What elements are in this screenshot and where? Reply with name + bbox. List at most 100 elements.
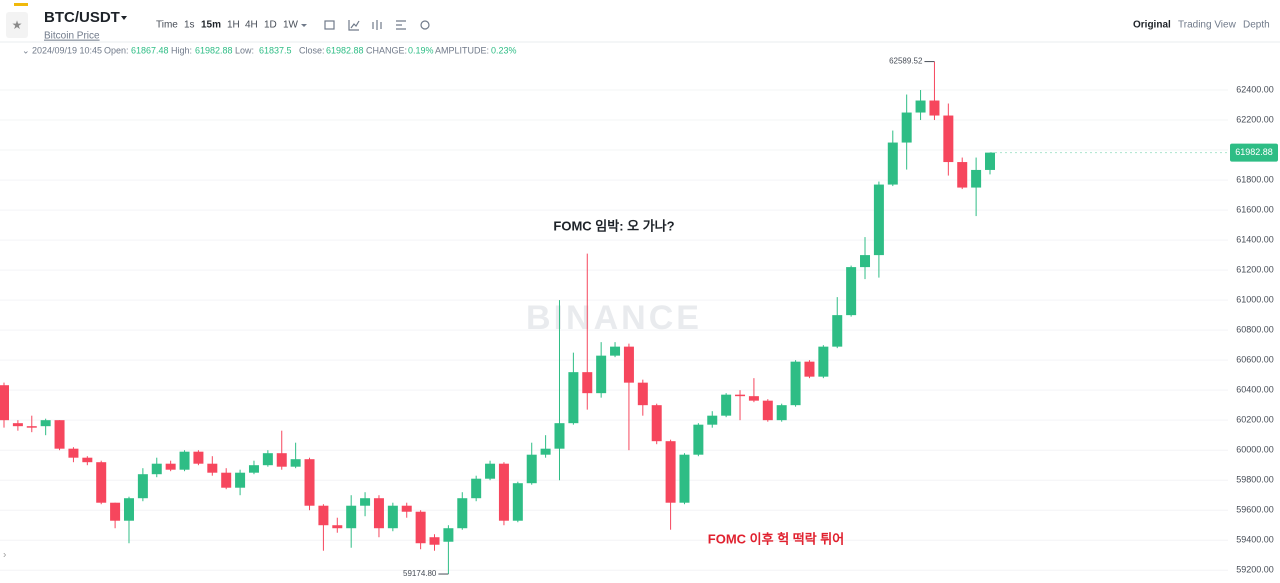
- candle-body: [721, 394, 732, 416]
- last-price-label: 61982.88: [1235, 147, 1273, 157]
- candle-body: [429, 537, 440, 545]
- candle-body: [818, 346, 829, 377]
- y-tick-label: 60400.00: [1236, 385, 1274, 395]
- tab-indicator: [14, 3, 28, 6]
- info-field: AMPLITUDE:: [435, 45, 489, 55]
- candle-body: [776, 405, 787, 421]
- info-field: 61867.48: [131, 45, 169, 55]
- symbol[interactable]: BTC/USDT: [44, 9, 120, 26]
- candle-body: [332, 525, 343, 529]
- candle-body: [693, 424, 704, 455]
- candle-body: [846, 267, 857, 316]
- info-field: 0.19%: [408, 45, 434, 55]
- collapse-icon[interactable]: ⌄: [22, 45, 30, 55]
- candle-body: [221, 472, 232, 488]
- info-field: High:: [171, 45, 192, 55]
- y-tick-label: 62400.00: [1236, 84, 1274, 94]
- candle-body: [762, 400, 773, 421]
- icon-chart-type[interactable]: [324, 20, 335, 30]
- candle-body: [276, 453, 287, 467]
- candle-body: [235, 472, 246, 488]
- left-expander[interactable]: ›: [3, 550, 6, 561]
- view-option[interactable]: Depth: [1243, 20, 1270, 31]
- interval-option[interactable]: 1D: [264, 20, 277, 31]
- candle-body: [873, 184, 884, 256]
- symbol-dropdown[interactable]: [121, 16, 127, 20]
- candle-body: [68, 448, 79, 458]
- view-option[interactable]: Original: [1133, 20, 1171, 31]
- candle-body: [401, 505, 412, 512]
- watermark: BINANCE: [526, 299, 702, 337]
- candle-body: [610, 346, 621, 356]
- candle-body: [54, 420, 65, 449]
- candle-body: [165, 463, 176, 470]
- min-label: 59174.80: [403, 569, 437, 578]
- candle-body: [304, 459, 315, 506]
- interval-option[interactable]: 1s: [184, 20, 195, 31]
- candle-body: [443, 528, 454, 542]
- info-field: Open:: [104, 45, 129, 55]
- candle-body: [637, 382, 648, 406]
- interval-dropdown[interactable]: [301, 24, 307, 27]
- toolbar-icons: [324, 20, 430, 31]
- y-tick-label: 59400.00: [1236, 535, 1274, 545]
- info-field: 61982.88: [195, 45, 233, 55]
- candle-body: [985, 152, 995, 170]
- icon-candles[interactable]: [372, 20, 382, 30]
- y-tick-label: 61000.00: [1236, 294, 1274, 304]
- icon-indicators[interactable]: [348, 20, 360, 31]
- candle-body: [679, 454, 690, 503]
- candle-body: [12, 423, 23, 427]
- candle-body: [526, 454, 537, 484]
- info-field: 2024/09/19 10:45: [32, 45, 102, 55]
- candle-body: [110, 502, 121, 521]
- y-tick-label: 62200.00: [1236, 114, 1274, 124]
- candle-body: [262, 453, 273, 466]
- candle-body: [179, 451, 190, 470]
- interval-option[interactable]: Time: [156, 20, 178, 31]
- candle-body: [971, 169, 982, 188]
- info-field: 61837.5: [259, 45, 292, 55]
- star-icon: ★: [12, 18, 23, 32]
- candle-body: [540, 448, 551, 455]
- candle-body: [804, 361, 815, 377]
- y-tick-label: 60800.00: [1236, 325, 1274, 335]
- favorite-button[interactable]: [6, 12, 28, 38]
- candle-body: [415, 511, 426, 544]
- candle-body: [137, 474, 148, 499]
- info-field: 0.23%: [491, 45, 517, 55]
- candle-body: [665, 441, 676, 503]
- interval-option[interactable]: 1H: [227, 20, 240, 31]
- candle-body: [915, 100, 926, 113]
- candle-body: [735, 394, 746, 397]
- candle-body: [790, 361, 801, 406]
- candle-body: [707, 415, 718, 425]
- candle-body: [582, 372, 593, 394]
- candle-body: [651, 405, 662, 442]
- annotation: FOMC 이후 헉 떡락 튀어: [708, 531, 844, 546]
- y-tick-label: 59800.00: [1236, 475, 1274, 485]
- candle-body: [596, 355, 607, 394]
- candle-body: [193, 451, 204, 464]
- icon-settings-list[interactable]: [396, 20, 406, 30]
- candle-body: [457, 498, 468, 529]
- candle-body: [887, 142, 898, 185]
- info-field: Close:: [299, 45, 325, 55]
- candle-body: [0, 385, 9, 421]
- candle-body: [512, 483, 523, 521]
- view-option[interactable]: Trading View: [1178, 20, 1237, 31]
- icon-settings[interactable]: [420, 20, 430, 30]
- interval-option[interactable]: 15m: [201, 20, 221, 31]
- candle-body: [207, 463, 218, 473]
- candle-body: [96, 462, 107, 503]
- y-tick-label: 60200.00: [1236, 415, 1274, 425]
- symbol-subtitle[interactable]: Bitcoin Price: [44, 31, 100, 42]
- interval-option[interactable]: 4H: [245, 20, 258, 31]
- candle-body: [860, 255, 871, 268]
- max-label: 62589.52: [889, 57, 923, 66]
- interval-option[interactable]: 1W: [283, 20, 299, 31]
- last-price-tag: [1230, 143, 1278, 162]
- candle-body: [623, 346, 634, 383]
- candle-body: [248, 465, 259, 473]
